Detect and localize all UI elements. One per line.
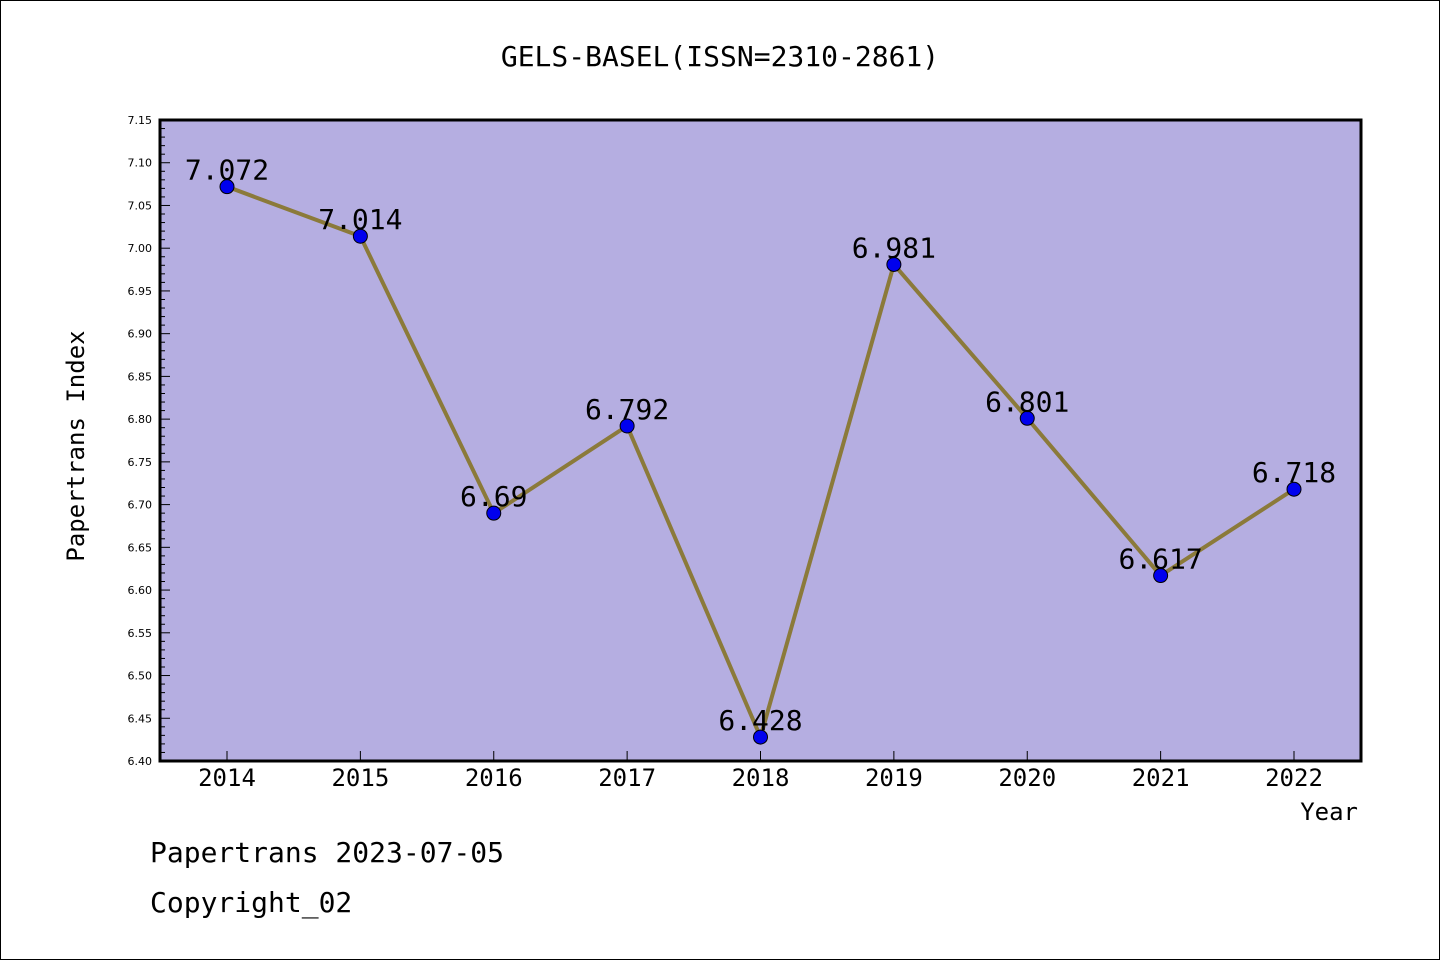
plot-area — [158, 118, 1363, 763]
y-tick-label: 7.15 — [128, 114, 153, 127]
y-tick-label: 6.65 — [128, 541, 153, 554]
y-tick-label: 6.75 — [128, 456, 153, 469]
x-tick-label: 2022 — [1265, 764, 1323, 792]
x-tick-label: 2015 — [331, 764, 389, 792]
data-point-marker — [1286, 481, 1302, 497]
footer-copyright: Copyright_02 — [150, 886, 353, 919]
x-axis-label: Year — [1300, 798, 1358, 826]
y-tick-label: 6.95 — [128, 285, 153, 298]
data-label: 6.981 — [852, 231, 936, 264]
footer-date-line: Papertrans 2023-07-05 — [150, 836, 505, 869]
data-point-marker — [619, 418, 635, 434]
y-tick-label: 6.50 — [128, 670, 153, 683]
data-point-marker — [352, 228, 368, 244]
x-tick-label: 2020 — [998, 764, 1056, 792]
data-point-marker — [1019, 410, 1035, 426]
x-tick-label: 2017 — [598, 764, 656, 792]
data-label: 6.792 — [585, 393, 669, 426]
x-tick-label: 2018 — [732, 764, 790, 792]
y-tick-label: 6.90 — [128, 328, 153, 341]
data-point-marker — [886, 256, 902, 272]
data-label: 6.801 — [985, 385, 1069, 418]
y-tick-label: 6.85 — [128, 370, 153, 383]
data-point-marker — [753, 729, 768, 745]
y-tick-label: 6.70 — [128, 499, 153, 512]
x-axis: 2014 2015 2016 2017 2018 2019 2020 2021 2022 — [198, 751, 1323, 792]
x-tick-label: 2016 — [465, 764, 523, 792]
y-tick-label: 7.05 — [128, 199, 153, 212]
data-label: 6.617 — [1118, 543, 1202, 576]
data-label: 6.428 — [718, 704, 802, 737]
data-label: 7.072 — [185, 154, 269, 187]
x-tick-label: 2014 — [198, 764, 256, 792]
x-tick-label: 2021 — [1132, 764, 1190, 792]
y-tick-label: 6.60 — [128, 584, 153, 597]
data-point-marker — [219, 179, 235, 195]
data-point-marker — [1153, 568, 1169, 584]
y-tick-label: 6.40 — [128, 755, 153, 768]
x-tick-label: 2019 — [865, 764, 923, 792]
y-tick-label: 6.55 — [128, 627, 153, 640]
y-tick-label: 6.80 — [128, 413, 153, 426]
data-label: 6.69 — [460, 480, 527, 513]
data-point-marker — [486, 505, 502, 521]
y-axis: 6.40 6.45 6.50 6.55 6.60 6.65 6.70 6.75 6.80 6.85… — [128, 114, 170, 768]
data-label: 6.718 — [1252, 456, 1336, 489]
y-tick-label: 6.45 — [128, 712, 153, 725]
data-label: 7.014 — [318, 203, 402, 236]
y-tick-label: 7.10 — [128, 157, 153, 170]
y-tick-label: 7.00 — [128, 242, 153, 255]
chart-title: GELS-BASEL(ISSN=2310-2861) — [501, 40, 939, 73]
series-papertrans-index: 7.072 7.014 6.69 6.792 6.428 6.981 6.801 6.617 6… — [185, 154, 1336, 745]
y-axis-label: Papertrans Index — [62, 330, 90, 561]
